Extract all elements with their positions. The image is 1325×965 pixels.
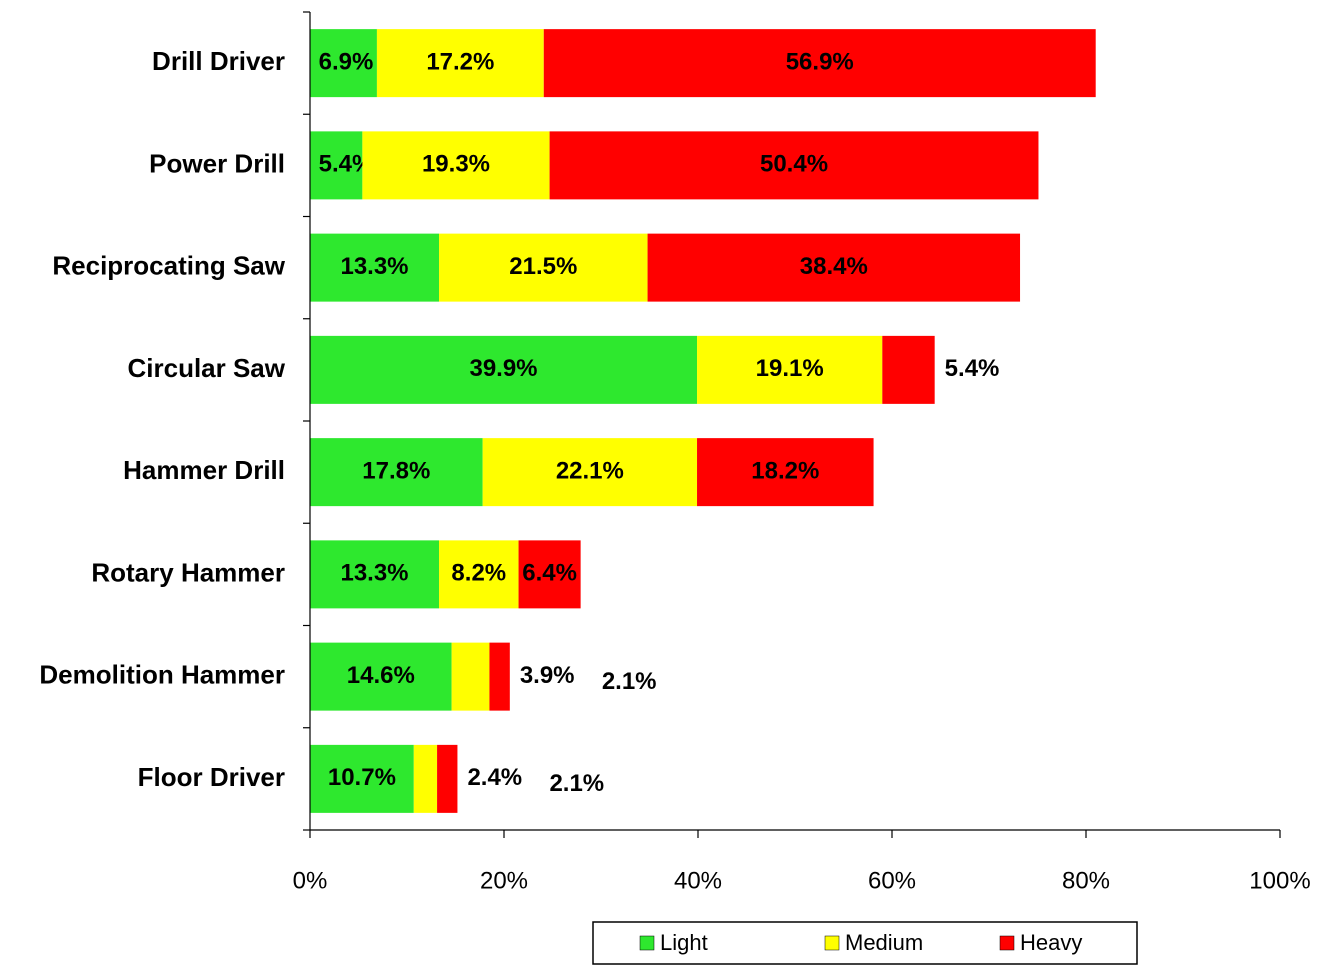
data-label: 38.4% bbox=[800, 253, 868, 280]
x-tick-label: 20% bbox=[480, 867, 528, 894]
category-label: Demolition Hammer bbox=[39, 660, 285, 690]
legend-label: Medium bbox=[845, 930, 923, 955]
bar-segment bbox=[376, 29, 544, 98]
legend-swatch bbox=[639, 935, 655, 951]
data-label: 5.4% bbox=[945, 355, 1000, 382]
data-label: 8.2% bbox=[451, 560, 506, 587]
bar-segment bbox=[697, 438, 874, 507]
data-label: 14.6% bbox=[347, 662, 415, 689]
category-label: Floor Driver bbox=[138, 762, 285, 792]
bar-segment bbox=[882, 335, 935, 404]
bar-segment bbox=[482, 438, 698, 507]
data-label: 13.3% bbox=[340, 560, 408, 587]
data-label: 17.2% bbox=[426, 48, 494, 75]
data-label: 56.9% bbox=[786, 48, 854, 75]
category-label: Reciprocating Saw bbox=[52, 251, 285, 281]
category-label: Power Drill bbox=[149, 148, 285, 178]
legend-swatch bbox=[999, 935, 1015, 951]
data-label: 3.9% bbox=[520, 662, 575, 689]
bar-segment bbox=[310, 540, 440, 609]
bar-segment bbox=[439, 233, 648, 302]
x-tick-label: 40% bbox=[674, 867, 722, 894]
bar-segment bbox=[310, 131, 363, 200]
bar-segment bbox=[549, 131, 1039, 200]
legend-label: Heavy bbox=[1020, 930, 1082, 955]
bar-segment bbox=[518, 540, 581, 609]
data-label: 10.7% bbox=[328, 764, 396, 791]
data-label: 39.9% bbox=[469, 355, 537, 382]
data-label: 13.3% bbox=[340, 253, 408, 280]
bar-segment bbox=[310, 438, 483, 507]
bar-segment bbox=[310, 233, 440, 302]
x-tick-label: 80% bbox=[1062, 867, 1110, 894]
legend-label: Light bbox=[660, 930, 708, 955]
bar-segment bbox=[543, 29, 1096, 98]
bar-segment bbox=[310, 29, 377, 98]
legend-box bbox=[592, 921, 1138, 965]
category-label: Hammer Drill bbox=[123, 455, 285, 485]
data-label: 22.1% bbox=[556, 457, 624, 484]
bar-segment bbox=[310, 642, 452, 711]
category-label: Circular Saw bbox=[127, 353, 285, 383]
x-tick-label: 60% bbox=[868, 867, 916, 894]
data-label: 2.1% bbox=[602, 668, 657, 695]
category-label: Drill Driver bbox=[152, 46, 285, 76]
bar-segment bbox=[413, 744, 438, 813]
data-label: 6.9% bbox=[319, 48, 374, 75]
bar-segment bbox=[451, 642, 490, 711]
bar-segment bbox=[647, 233, 1021, 302]
bar-segment bbox=[362, 131, 550, 200]
data-label: 50.4% bbox=[760, 151, 828, 178]
bar-segment bbox=[437, 744, 458, 813]
data-label: 6.4% bbox=[522, 560, 577, 587]
x-tick-label: 100% bbox=[1249, 867, 1310, 894]
data-label: 21.5% bbox=[509, 253, 577, 280]
category-label: Rotary Hammer bbox=[91, 557, 285, 587]
data-label: 2.4% bbox=[467, 764, 522, 791]
bar-segment bbox=[310, 744, 414, 813]
legend-swatch bbox=[824, 935, 840, 951]
bar-segment bbox=[697, 335, 883, 404]
data-label: 19.3% bbox=[422, 151, 490, 178]
data-label: 17.8% bbox=[362, 457, 430, 484]
data-label: 2.1% bbox=[549, 770, 604, 797]
data-label: 18.2% bbox=[751, 457, 819, 484]
bar-segment bbox=[310, 335, 698, 404]
bar-segment bbox=[439, 540, 519, 609]
x-tick-label: 0% bbox=[293, 867, 328, 894]
bar-segment bbox=[489, 642, 510, 711]
data-label: 19.1% bbox=[756, 355, 824, 382]
